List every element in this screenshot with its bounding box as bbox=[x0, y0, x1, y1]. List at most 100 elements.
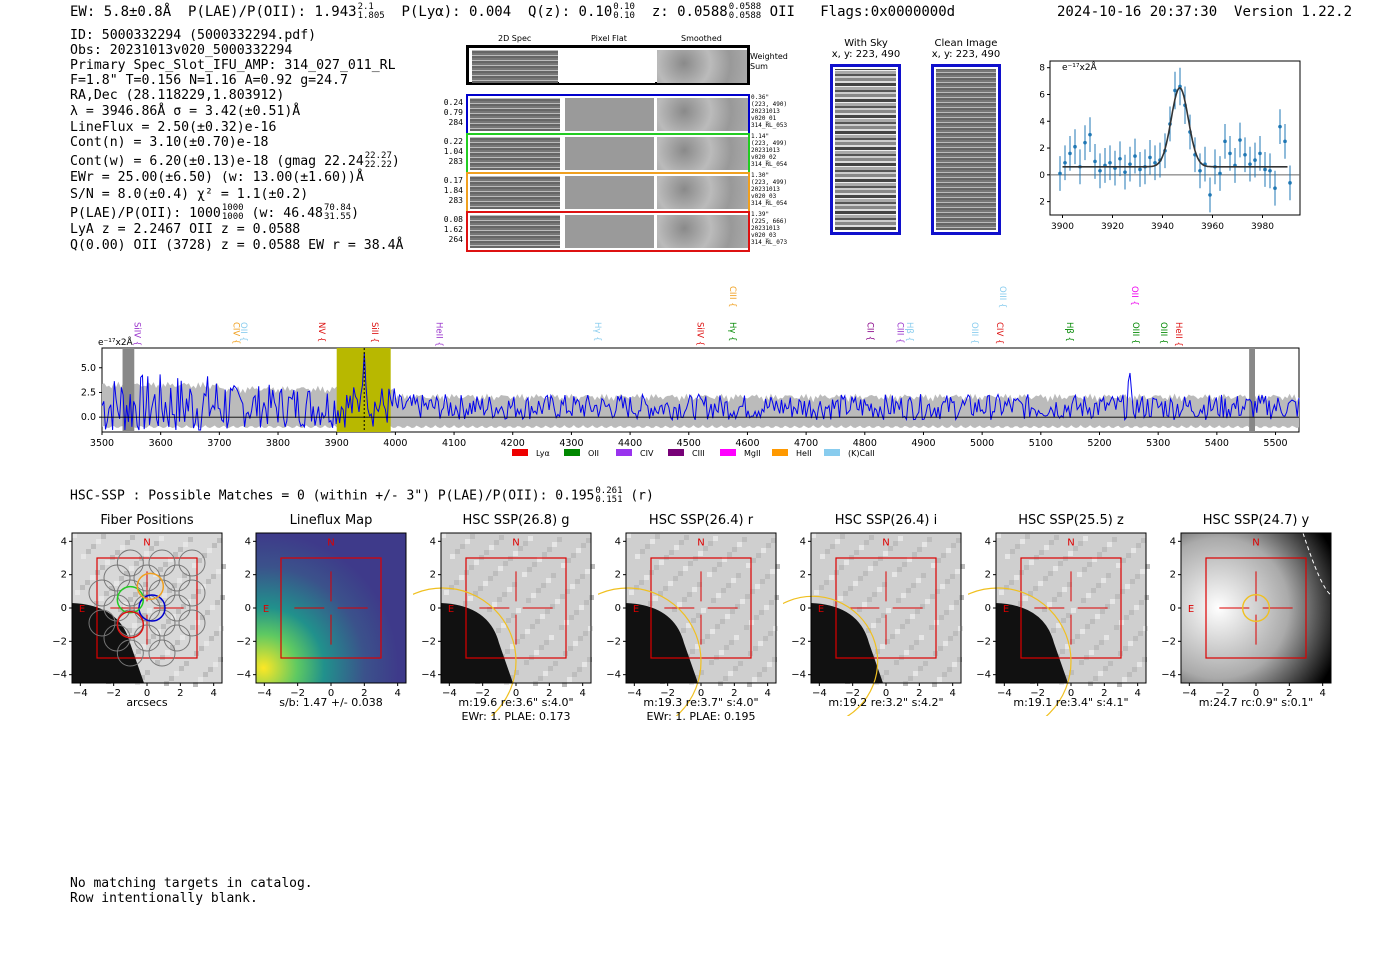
panel-2-ytick-label-1: −2 bbox=[421, 636, 436, 647]
panel-4-pixel-115 bbox=[866, 628, 871, 633]
panel-0-pixel-0 bbox=[72, 533, 77, 538]
panel-4-pixel-3 bbox=[922, 542, 927, 547]
panel-2-pixel-47 bbox=[530, 624, 535, 629]
col-pixel-flat: Pixel Flat bbox=[591, 34, 627, 43]
panel-2-pixel-30 bbox=[501, 623, 506, 628]
legend-swatch-1 bbox=[564, 449, 580, 456]
panel-1-east: E bbox=[263, 604, 269, 615]
panel-4-pixel-55 bbox=[896, 598, 901, 603]
panel-4-pixel-76 bbox=[923, 661, 928, 666]
panel-2-ytick-label-2: 0 bbox=[430, 603, 436, 614]
with-sky-label: With Sky bbox=[844, 38, 888, 49]
y-band-arc bbox=[1302, 532, 1332, 596]
full-xtick-label-4: 3900 bbox=[325, 438, 349, 449]
panel-0-pixel-94 bbox=[100, 565, 105, 570]
panel-2-pixel-16 bbox=[583, 631, 588, 636]
full-xtick-label-0: 3500 bbox=[90, 438, 114, 449]
panel-4-pixel-109 bbox=[944, 610, 949, 615]
line-label-1: CIV { bbox=[230, 322, 240, 344]
panel-6-title: HSC SSP(24.7) y bbox=[1202, 513, 1310, 528]
panel-0-pixel-115 bbox=[127, 628, 132, 633]
weighted-smooth bbox=[657, 50, 747, 83]
panel-0-pixel-119 bbox=[125, 540, 130, 545]
panel-4-pixel-44 bbox=[939, 615, 944, 620]
footer-line-1: No matching targets in catalog. bbox=[70, 876, 313, 891]
panel-3-pixel-51 bbox=[713, 536, 718, 541]
panel-0-pixel-43 bbox=[163, 562, 168, 567]
panel-2-xtick-label-3: 2 bbox=[546, 688, 552, 699]
panel-4-pixel-15 bbox=[916, 578, 921, 583]
panel-2-pixel-32 bbox=[575, 579, 580, 584]
panel-3-pixel-83 bbox=[697, 582, 702, 587]
panel-5-plot: N E −4 −4 −2 −2 0 0 2 2 4 4 bbox=[968, 532, 1150, 716]
full-xtick-label-7: 4200 bbox=[501, 438, 525, 449]
panel-0-ytick-label-0: −4 bbox=[52, 670, 67, 681]
panel-3-pixel-76 bbox=[738, 661, 743, 666]
legend-label-2: CIV bbox=[640, 449, 654, 458]
zoom-ytick-label-3: 4 bbox=[1040, 117, 1045, 127]
panel-3-pixel-131 bbox=[673, 576, 678, 581]
clean-image-label: Clean Image bbox=[934, 38, 998, 49]
panel-2-pixel-109 bbox=[574, 610, 579, 615]
line-label-11: CIII { bbox=[895, 322, 905, 344]
panel-0-pixel-109 bbox=[205, 610, 210, 615]
panel-3-pixel-26 bbox=[688, 561, 693, 566]
z-line: OII bbox=[769, 4, 795, 20]
panel-2-pixel-83 bbox=[512, 582, 517, 587]
panel-3-pixel-60 bbox=[746, 563, 751, 568]
flags: Flags:0x0000000d bbox=[820, 4, 956, 20]
panel-0-north: N bbox=[143, 538, 150, 549]
panel-5-pixel-1 bbox=[1033, 586, 1038, 591]
panel-3-pixel-21 bbox=[653, 596, 658, 601]
panel-5-pixel-39 bbox=[1089, 650, 1094, 655]
panel-0-pixel-96 bbox=[174, 671, 179, 676]
panel-4-pixel-68 bbox=[927, 537, 932, 542]
panel-5-xtick-label-1: −2 bbox=[1030, 688, 1045, 699]
panel-5-pixel-34 bbox=[1054, 535, 1059, 540]
panel-3-pixel-105 bbox=[761, 548, 766, 553]
panel-2-pixel-100 bbox=[541, 583, 546, 588]
panel-4-pixel-92 bbox=[915, 609, 920, 614]
panel-4-pixel-23 bbox=[912, 552, 917, 557]
cutout-row-3-smooth bbox=[657, 215, 748, 248]
fiber-circle-6 bbox=[148, 609, 176, 637]
fiber-circle-11 bbox=[163, 564, 191, 592]
panel-3-east: E bbox=[633, 604, 639, 615]
panel-5-dark-region bbox=[996, 603, 1068, 683]
panel-5-pixel-40 bbox=[1126, 553, 1131, 558]
panel-3-pixel-128 bbox=[712, 567, 717, 572]
panel-2-pixel-2 bbox=[515, 639, 520, 644]
panel-0-pixel-23 bbox=[173, 552, 178, 557]
panel-3-pixel-101 bbox=[763, 636, 768, 641]
panel-0-title: Fiber Positions bbox=[100, 513, 194, 528]
zoom-point-0 bbox=[1058, 171, 1062, 176]
panel-5-pixel-95 bbox=[1061, 618, 1066, 623]
panel-2-pixel-97 bbox=[580, 574, 585, 579]
panel-5-pixel-84 bbox=[1104, 635, 1109, 640]
panel-6-east: E bbox=[1188, 604, 1194, 615]
panel-4-plot: N E −4 −4 −2 −2 0 0 2 2 4 4 bbox=[783, 532, 965, 716]
hsc-up: 0.261 bbox=[595, 486, 623, 496]
panel-3-pixel-39 bbox=[719, 650, 724, 655]
panel-4-pixel-24 bbox=[949, 605, 954, 610]
panel-3-pixel-114 bbox=[644, 575, 649, 580]
panel-5-east: E bbox=[1003, 604, 1009, 615]
panel-6-xtick-label-2: 0 bbox=[1253, 688, 1259, 699]
panel-2-pixel-125 bbox=[566, 558, 571, 563]
panel-3-pixel-137 bbox=[745, 594, 750, 599]
panel-2-pixel-20 bbox=[581, 543, 586, 548]
panel-5-pixel-104 bbox=[1094, 645, 1099, 650]
panel-2-pixel-46 bbox=[493, 571, 498, 576]
header-right: 2024-10-16 20:37:30 Version 1.22.2 bbox=[1057, 4, 1352, 20]
panel-2-caption-1: m:19.6 re:3.6" s:4.0" bbox=[458, 696, 574, 709]
full-xtick-label-14: 4900 bbox=[911, 438, 935, 449]
panel-2-xtick-label-1: −2 bbox=[475, 688, 490, 699]
panel-5-pixel-64 bbox=[1114, 625, 1119, 630]
legend-swatch-5 bbox=[772, 449, 788, 456]
panel-3-pixel-69 bbox=[629, 590, 634, 595]
full-spectrum-chart: SiIV {CIV {OII {NV {SiII {HeII {Hγ {SiIV… bbox=[81, 286, 1300, 458]
panel-5-pixel-28 bbox=[1132, 667, 1137, 672]
panel-6-xtick-label-3: 2 bbox=[1286, 688, 1292, 699]
info-ewr: EWr = 25.00(±6.50) (w: 13.00(±1.60))Å bbox=[70, 170, 364, 185]
panel-3-pixel-36 bbox=[758, 641, 763, 646]
